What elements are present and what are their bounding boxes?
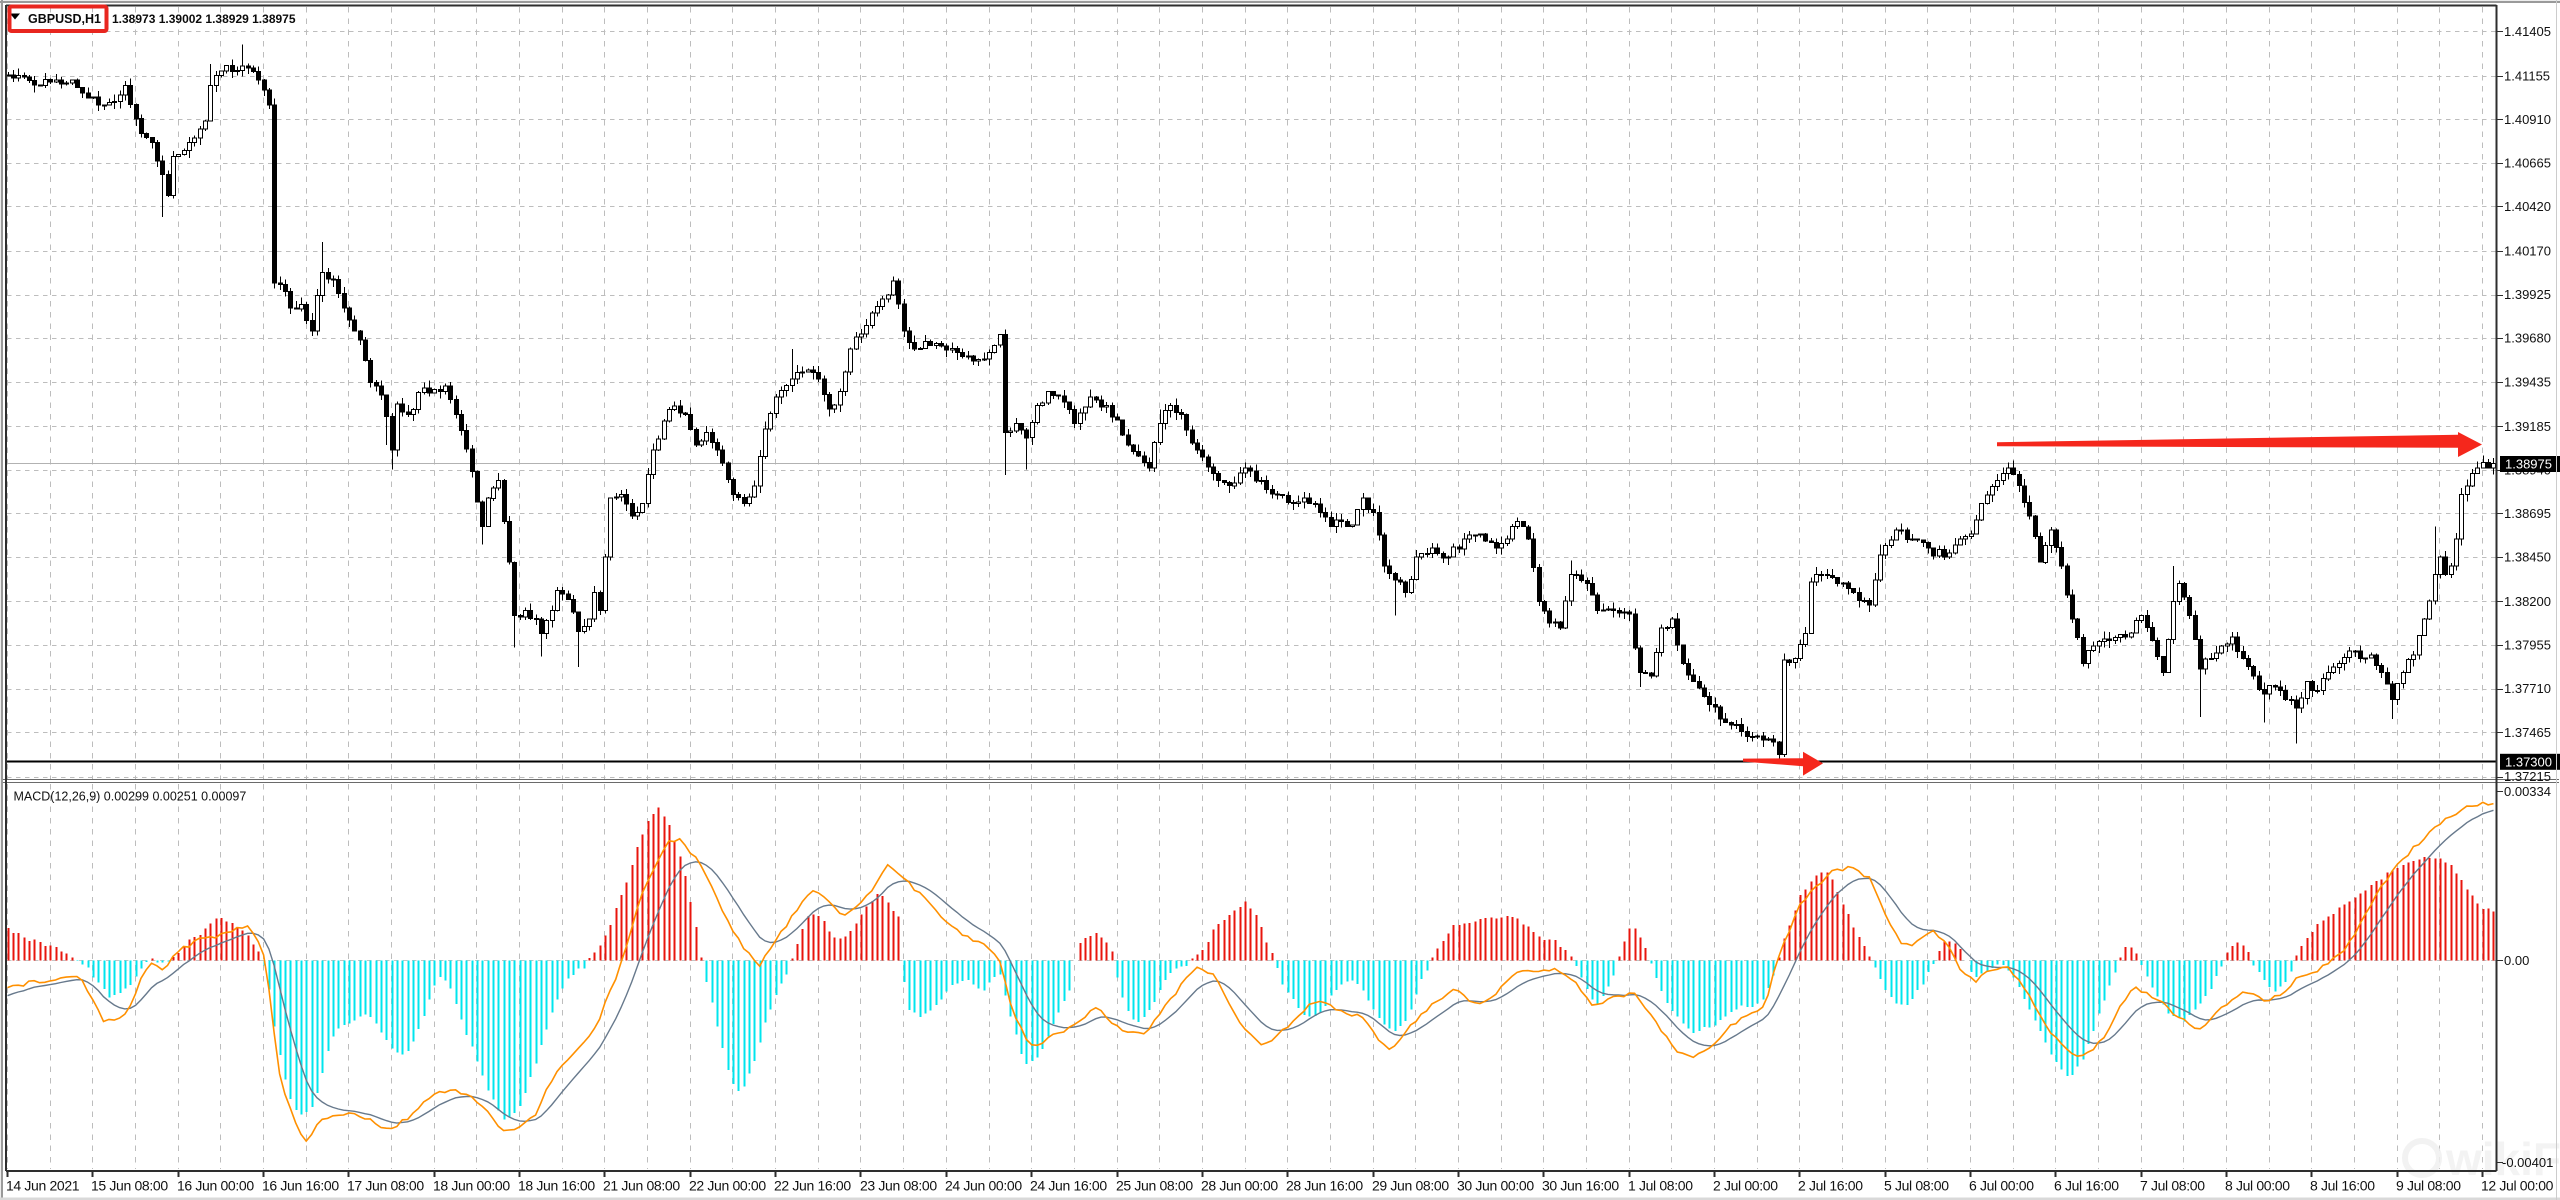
- svg-text:23 Jun 08:00: 23 Jun 08:00: [860, 1178, 937, 1194]
- svg-text:18 Jun 00:00: 18 Jun 00:00: [433, 1178, 510, 1194]
- svg-text:21 Jun 08:00: 21 Jun 08:00: [603, 1178, 680, 1194]
- svg-text:28 Jun 00:00: 28 Jun 00:00: [1201, 1178, 1278, 1194]
- svg-text:1.37955: 1.37955: [2504, 638, 2551, 653]
- svg-text:12 Jul 00:00: 12 Jul 00:00: [2481, 1178, 2554, 1194]
- svg-text:18 Jun 16:00: 18 Jun 16:00: [518, 1178, 595, 1194]
- svg-text:24 Jun 16:00: 24 Jun 16:00: [1030, 1178, 1107, 1194]
- svg-text:1.40665: 1.40665: [2504, 156, 2551, 171]
- svg-text:1.40170: 1.40170: [2504, 244, 2551, 259]
- svg-text:14 Jun 2021: 14 Jun 2021: [6, 1178, 80, 1194]
- svg-text:1.41155: 1.41155: [2504, 68, 2550, 83]
- svg-text:1.37465: 1.37465: [2504, 725, 2551, 740]
- svg-text:1.37300: 1.37300: [2505, 754, 2552, 769]
- svg-text:1.38975: 1.38975: [2505, 457, 2552, 472]
- svg-text:16 Jun 16:00: 16 Jun 16:00: [262, 1178, 339, 1194]
- svg-text:1.39185: 1.39185: [2504, 419, 2551, 434]
- svg-text:8 Jul 16:00: 8 Jul 16:00: [2310, 1178, 2375, 1194]
- svg-text:0.00: 0.00: [2504, 953, 2529, 968]
- svg-text:2 Jul 16:00: 2 Jul 16:00: [1798, 1178, 1863, 1194]
- svg-text:2 Jul 00:00: 2 Jul 00:00: [1713, 1178, 1778, 1194]
- svg-text:28 Jun 16:00: 28 Jun 16:00: [1286, 1178, 1363, 1194]
- svg-text:17 Jun 08:00: 17 Jun 08:00: [347, 1178, 424, 1194]
- svg-text:1.38973 1.39002 1.38929 1.3897: 1.38973 1.39002 1.38929 1.38975: [112, 12, 296, 26]
- svg-text:7 Jul 08:00: 7 Jul 08:00: [2140, 1178, 2205, 1194]
- svg-text:1.38200: 1.38200: [2504, 594, 2551, 609]
- svg-text:15 Jun 08:00: 15 Jun 08:00: [91, 1178, 168, 1194]
- svg-text:29 Jun 08:00: 29 Jun 08:00: [1372, 1178, 1449, 1194]
- svg-text:1.41405: 1.41405: [2504, 24, 2551, 39]
- svg-text:0.00334: 0.00334: [2504, 784, 2551, 799]
- svg-text:1.39435: 1.39435: [2504, 374, 2551, 389]
- svg-text:1.40420: 1.40420: [2504, 199, 2551, 214]
- svg-text:8 Jul 00:00: 8 Jul 00:00: [2225, 1178, 2290, 1194]
- svg-text:1.37215: 1.37215: [2504, 769, 2551, 784]
- svg-text:1.40910: 1.40910: [2504, 112, 2551, 127]
- svg-text:25 Jun 08:00: 25 Jun 08:00: [1116, 1178, 1193, 1194]
- svg-text:6 Jul 00:00: 6 Jul 00:00: [1969, 1178, 2034, 1194]
- svg-text:30 Jun 00:00: 30 Jun 00:00: [1457, 1178, 1534, 1194]
- svg-text:30 Jun 16:00: 30 Jun 16:00: [1542, 1178, 1619, 1194]
- svg-text:MACD(12,26,9) 0.00299 0.00251: MACD(12,26,9) 0.00299 0.00251 0.00097: [14, 789, 247, 803]
- svg-text:9 Jul 08:00: 9 Jul 08:00: [2396, 1178, 2461, 1194]
- svg-text:6 Jul 16:00: 6 Jul 16:00: [2054, 1178, 2119, 1194]
- svg-text:1.38450: 1.38450: [2504, 550, 2551, 565]
- svg-text:22 Jun 00:00: 22 Jun 00:00: [689, 1178, 766, 1194]
- svg-text:-0.00401: -0.00401: [2502, 1155, 2553, 1170]
- svg-text:wikiFX: wikiFX: [2445, 1133, 2560, 1185]
- svg-text:1.37710: 1.37710: [2504, 681, 2551, 696]
- svg-text:24 Jun 00:00: 24 Jun 00:00: [945, 1178, 1022, 1194]
- svg-text:1.39680: 1.39680: [2504, 331, 2551, 346]
- svg-text:1 Jul 08:00: 1 Jul 08:00: [1628, 1178, 1693, 1194]
- svg-text:5 Jul 08:00: 5 Jul 08:00: [1884, 1178, 1949, 1194]
- svg-text:16 Jun 00:00: 16 Jun 00:00: [177, 1178, 254, 1194]
- svg-text:GBPUSD,H1: GBPUSD,H1: [28, 12, 101, 26]
- svg-text:22 Jun 16:00: 22 Jun 16:00: [774, 1178, 851, 1194]
- svg-text:1.39925: 1.39925: [2504, 287, 2551, 302]
- svg-text:1.38695: 1.38695: [2504, 506, 2551, 521]
